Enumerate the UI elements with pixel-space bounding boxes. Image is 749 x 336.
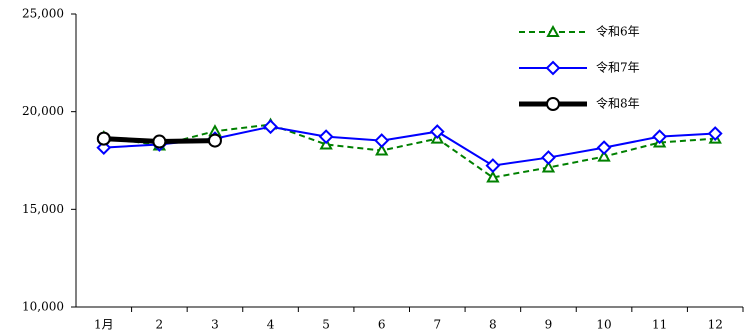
point <box>541 150 556 165</box>
y-tick-label: 15,000 <box>22 202 64 216</box>
point <box>596 140 612 156</box>
x-tick-label: 2 <box>156 318 164 332</box>
x-tick-label: 4 <box>267 318 275 332</box>
point <box>152 134 167 149</box>
legend-label: 令和7年 <box>596 60 640 75</box>
x-tick-label: 12 <box>708 318 723 332</box>
x-tick-label: 1月 <box>94 318 114 332</box>
legend-marker <box>545 60 561 76</box>
point <box>374 133 390 148</box>
x-tick-label: 6 <box>378 318 386 332</box>
x-tick-label: 7 <box>433 318 441 332</box>
series-line <box>103 125 716 167</box>
legend-label: 令和6年 <box>596 24 640 39</box>
point <box>96 131 111 146</box>
point <box>597 149 611 162</box>
point <box>375 143 389 156</box>
point <box>318 129 334 145</box>
legend-marker <box>546 97 560 111</box>
legend-label: 令和8年 <box>596 96 640 111</box>
point <box>207 133 222 148</box>
y-tick-label: 25,000 <box>22 7 64 21</box>
x-tick-label: 11 <box>652 318 667 332</box>
x-tick-label: 10 <box>596 318 611 332</box>
x-tick-label: 5 <box>322 318 330 332</box>
y-tick-label: 20,000 <box>22 104 64 118</box>
point <box>429 124 445 140</box>
x-tick-label: 9 <box>545 318 553 332</box>
y-tick-label: 10,000 <box>22 300 64 314</box>
series-line <box>103 123 716 179</box>
point <box>652 129 668 145</box>
point <box>707 126 723 141</box>
legend-marker <box>546 24 560 37</box>
point <box>485 158 501 173</box>
point <box>486 170 500 183</box>
point <box>541 160 556 173</box>
point <box>263 119 278 135</box>
x-tick-label: 8 <box>489 318 497 332</box>
x-tick-label: 3 <box>211 318 219 332</box>
